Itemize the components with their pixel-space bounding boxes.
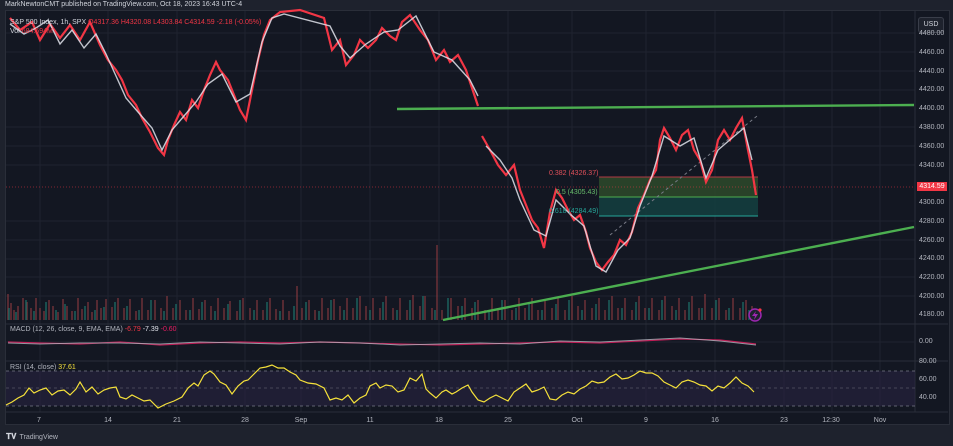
- price-tick: 4360.00: [919, 143, 945, 150]
- grid: [6, 11, 915, 412]
- price-tick: 4220.00: [919, 274, 945, 281]
- tradingview-brand[interactable]: 𝐓𝐕 TradingView: [6, 432, 58, 442]
- price-tick: 4260.00: [919, 237, 945, 244]
- macd-histogram-value: -6.79: [124, 326, 141, 333]
- price-tick: 4280.00: [919, 218, 945, 225]
- macd-signal-value: -0.60: [160, 326, 177, 333]
- rsi-axis-60: 60.00: [919, 376, 937, 383]
- macd-plot: [6, 337, 915, 346]
- macd-axis-zero: 0.00: [919, 338, 933, 345]
- rsi-plot: [5, 364, 915, 409]
- candlesticks: [9, 8, 758, 273]
- price-tick: 4200.00: [919, 293, 945, 300]
- time-tick: 12:30: [822, 417, 840, 424]
- resistance-trendline[interactable]: [396, 103, 915, 111]
- macd-label: MACD (12, 26, close, 9, EMA, EMA): [10, 326, 123, 333]
- currency-button[interactable]: USD: [918, 17, 944, 33]
- fib-level-0382: 0.382 (4326.37): [549, 170, 599, 177]
- last-price-badge: 4314.59: [917, 182, 947, 191]
- rsi-value: 37.61: [58, 364, 76, 371]
- macd-value: -7.39: [142, 326, 159, 333]
- time-tick: 18: [435, 417, 443, 424]
- time-tick: 23: [780, 417, 788, 424]
- volume-bars: [7, 245, 753, 320]
- ohlc-low: L4303.84: [153, 19, 183, 26]
- time-tick: 21: [173, 417, 181, 424]
- tradingview-logo-icon: 𝐓𝐕: [6, 432, 17, 441]
- publisher-line: MarkNewtonCMT published on TradingView.c…: [5, 1, 243, 8]
- volume-label: Vol: [10, 28, 20, 35]
- rsi-legend[interactable]: RSI (14, close) 37.61: [10, 364, 76, 371]
- time-tick: Sep: [294, 417, 308, 424]
- alert-lightning-icon[interactable]: [748, 308, 762, 322]
- price-tick: 4460.00: [919, 49, 945, 56]
- price-tick: 4300.00: [919, 199, 945, 206]
- rsi-axis-80: 80.00: [919, 358, 937, 365]
- price-tick: 4240.00: [919, 255, 945, 262]
- macd-legend[interactable]: MACD (12, 26, close, 9, EMA, EMA) -6.79 …: [10, 326, 177, 333]
- fib-level-0618: 0.618 (4284.49): [549, 208, 599, 215]
- support-trendline[interactable]: [442, 225, 915, 322]
- time-tick: 9: [644, 417, 648, 424]
- rsi-label: RSI (14, close): [10, 364, 57, 371]
- price-tick: 4180.00: [919, 311, 945, 318]
- time-tick: 28: [241, 417, 249, 424]
- ohlc-change: -2.18 (-0.05%): [216, 19, 262, 26]
- time-tick: Oct: [571, 417, 583, 424]
- time-tick: 16: [711, 417, 719, 424]
- price-tick: 4380.00: [919, 124, 945, 131]
- time-tick: 7: [37, 417, 41, 424]
- price-tick: 4440.00: [919, 68, 945, 75]
- symbol-name[interactable]: S&P 500 Index, 1h, SPX: [10, 19, 87, 26]
- chart-frame: [5, 10, 950, 425]
- price-tick: 4400.00: [919, 105, 945, 112]
- chart-legend[interactable]: S&P 500 Index, 1h, SPX O4317.36 H4320.08…: [10, 18, 261, 36]
- time-tick: 25: [504, 417, 512, 424]
- volume-value: 684.594M: [21, 28, 53, 35]
- brand-name: TradingView: [19, 433, 58, 441]
- price-tick: 4420.00: [919, 86, 945, 93]
- time-tick: 11: [366, 417, 374, 424]
- rsi-axis-40: 40.00: [919, 394, 937, 401]
- price-tick: 4340.00: [919, 162, 945, 169]
- ohlc-high: H4320.08: [120, 19, 152, 26]
- fib-level-05: 0.5 (4305.43): [556, 189, 598, 196]
- price-tick: 4480.00: [919, 30, 945, 37]
- ohlc-open: O4317.36: [88, 19, 119, 26]
- time-tick: Nov: [873, 417, 887, 424]
- ohlc-close: C4314.59: [184, 19, 215, 26]
- time-tick: 14: [104, 417, 112, 424]
